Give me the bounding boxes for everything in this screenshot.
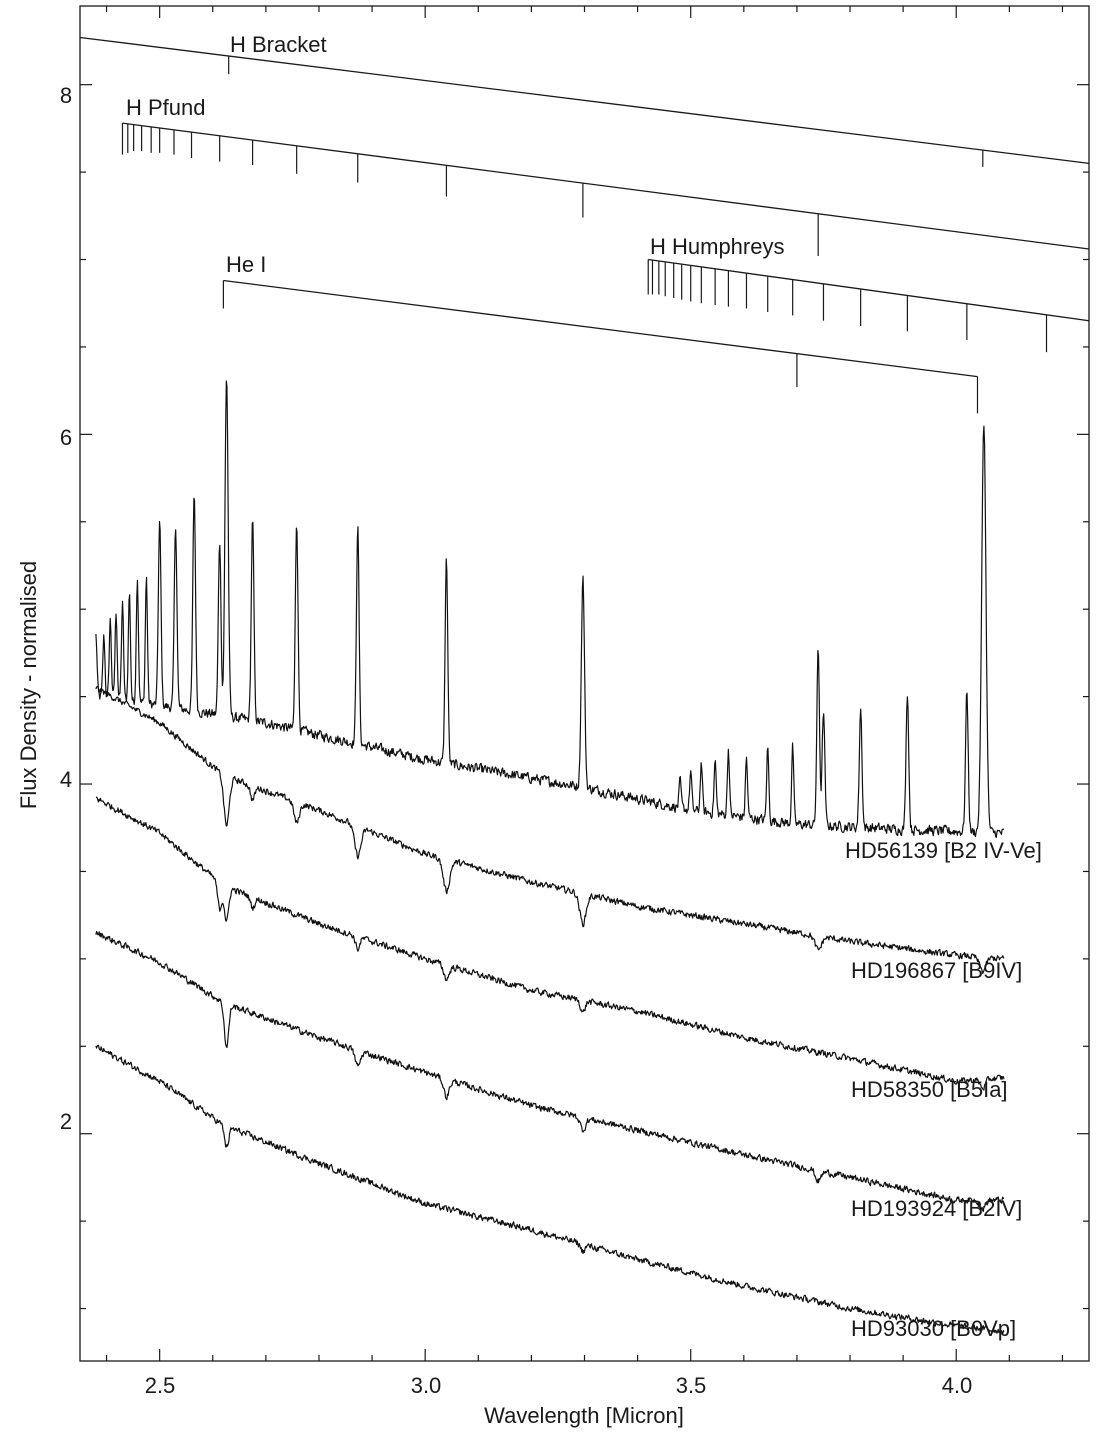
spectrum-line-4 [95,1044,1005,1335]
spectrum-line-3 [95,930,1005,1213]
y-axis-title: Flux Density - normalised [16,561,41,809]
x-tick-label-2.5: 2.5 [145,1373,176,1398]
marker-label-h-bracket: H Bracket [230,32,327,57]
marker-label-he-i: He I [226,252,266,277]
y-tick-label-8: 8 [60,83,72,108]
y-tick-label-4: 4 [60,767,72,792]
series-label-hd93030: HD93030 [B0Vp] [851,1316,1016,1341]
spectrum-line-2 [95,796,1005,1091]
marker-line-2 [223,279,978,378]
series-label-hd196867: HD196867 [B9IV] [851,958,1022,983]
x-axis-title: Wavelength [Micron] [484,1403,684,1428]
y-tick-label-2: 2 [60,1109,72,1134]
spectrum-line-1 [95,685,1005,975]
marker-label-h-pfund: H Pfund [126,95,206,120]
axis-ticks [80,6,1089,1361]
line-id-markers [79,36,1090,414]
spectrum-line-0 [95,380,1005,838]
y-tick-label-6: 6 [60,425,72,450]
marker-line-1 [122,122,1090,250]
marker-line-3 [648,258,1090,322]
series-label-hd58350: HD58350 [B5Ia] [851,1077,1008,1102]
marker-line-0 [79,36,1090,164]
series-label-hd56139: HD56139 [B2 IV-Ve] [845,838,1042,863]
spectra-series [95,380,1005,1335]
series-label-hd193924: HD193924 [B2IV] [851,1196,1022,1221]
marker-label-h-humphreys: H Humphreys [650,234,784,259]
x-tick-label-3.0: 3.0 [411,1373,442,1398]
x-tick-label-3.5: 3.5 [676,1373,707,1398]
x-tick-label-4.0: 4.0 [942,1373,973,1398]
